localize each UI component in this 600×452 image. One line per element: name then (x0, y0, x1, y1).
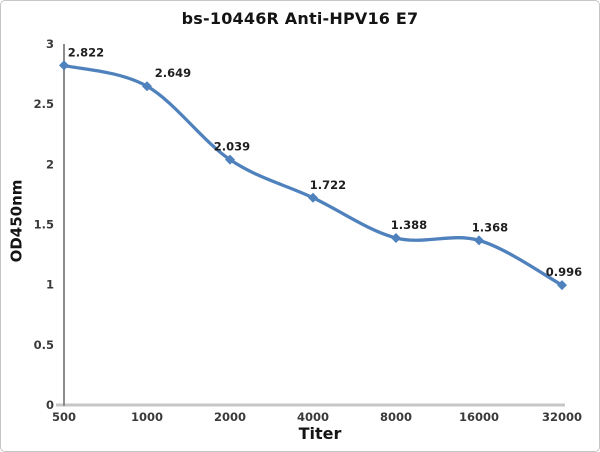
y-tick-label: 1.5 (34, 218, 54, 232)
data-label: 2.822 (68, 45, 104, 59)
data-point-marker (225, 154, 235, 165)
x-tick-label: 4000 (297, 410, 329, 424)
data-point-marker (142, 81, 152, 92)
data-label: 1.368 (472, 220, 508, 234)
y-tick-label: 0.5 (34, 338, 54, 352)
y-tick-label: 1 (46, 278, 54, 292)
x-tick-label: 500 (52, 410, 76, 424)
y-tick-label: 3 (46, 37, 54, 51)
x-tick-label: 8000 (380, 410, 412, 424)
x-axis-title: Titer (298, 424, 342, 443)
data-point-marker (59, 60, 69, 71)
data-point-marker (557, 280, 567, 291)
data-label: 1.388 (391, 218, 427, 232)
data-label: 1.722 (310, 178, 346, 192)
y-tick-label: 2.5 (34, 97, 54, 111)
data-point-marker (474, 235, 484, 246)
x-tick-label: 2000 (214, 410, 246, 424)
data-label: 2.649 (155, 66, 191, 80)
data-point-marker (308, 192, 318, 203)
data-label: 0.996 (546, 265, 582, 279)
y-tick-label: 0 (46, 398, 54, 412)
data-point-marker (391, 232, 401, 243)
series-line (62, 63, 564, 287)
chart-title: bs-10446R Anti-HPV16 E7 (181, 9, 419, 28)
x-tick-label: 32000 (542, 410, 582, 424)
data-label: 2.039 (214, 140, 250, 154)
y-tick-label: 2 (46, 157, 54, 171)
x-tick-label: 16000 (459, 410, 499, 424)
x-tick-label: 1000 (131, 410, 163, 424)
